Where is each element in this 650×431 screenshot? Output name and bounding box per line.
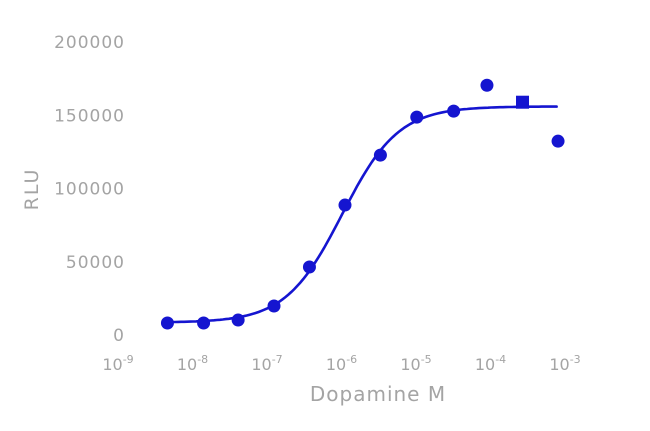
y-tick-label: 200000	[54, 33, 125, 53]
data-point-circle	[197, 316, 211, 330]
data-point-square	[516, 95, 530, 109]
data-point-circle	[480, 78, 494, 92]
data-point-circle	[267, 299, 281, 313]
data-point-circle	[231, 313, 245, 327]
x-tick-label: 10-7	[251, 353, 282, 374]
x-tick-label: 10-8	[177, 353, 208, 374]
data-point-circle	[160, 316, 174, 330]
fit-curve	[162, 105, 558, 324]
data-point-circle	[447, 104, 461, 118]
y-axis-title: RLU	[21, 167, 43, 211]
data-point-circle	[338, 198, 352, 212]
data-point-circle	[373, 148, 387, 162]
x-tick-label: 10-4	[475, 353, 506, 374]
y-tick-label: 150000	[54, 106, 125, 126]
y-tick-label: 0	[113, 326, 125, 346]
y-tick-label: 100000	[54, 180, 125, 200]
data-point-circle	[302, 260, 316, 274]
x-tick-label: 10-5	[400, 353, 431, 374]
data-point-circle	[410, 110, 424, 124]
x-tick-label: 10-3	[549, 353, 580, 374]
x-tick-label: 10-6	[326, 353, 357, 374]
y-tick-label: 50000	[66, 253, 125, 273]
data-point-circle	[551, 134, 565, 148]
x-tick-label: 10-9	[102, 353, 133, 374]
x-axis-title: Dopamine M	[309, 382, 447, 406]
